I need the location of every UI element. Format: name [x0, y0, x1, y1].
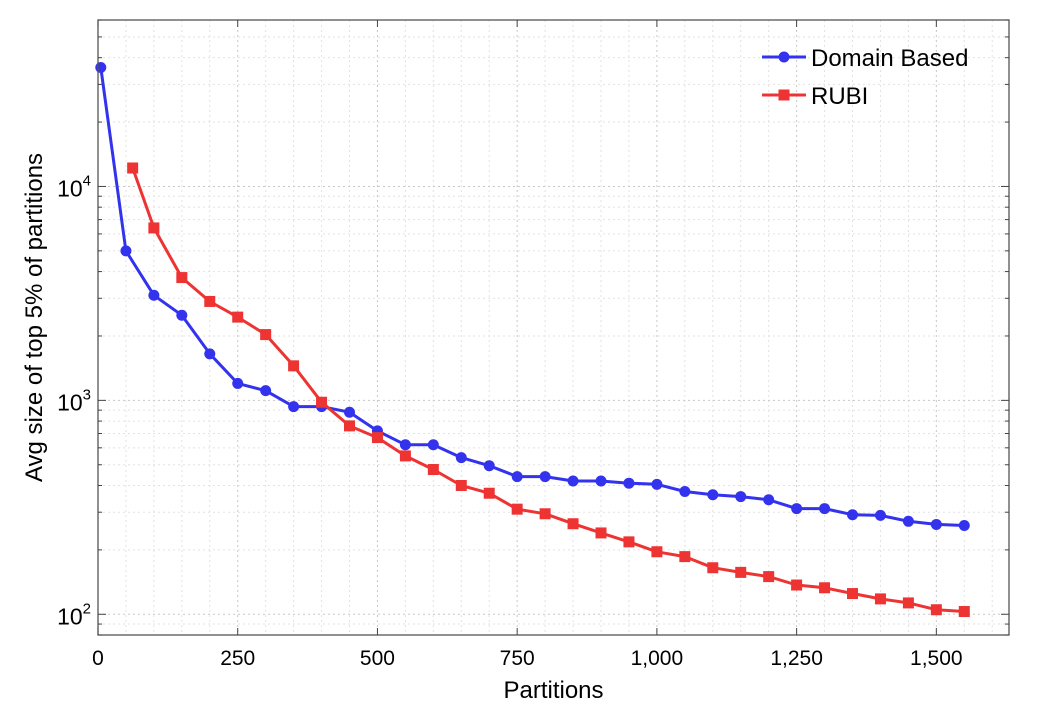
data-point [511, 471, 523, 483]
data-point [316, 396, 328, 408]
data-point [455, 479, 467, 491]
y-tick-label-exponent: 4 [83, 172, 91, 189]
y-tick-label: 103 [57, 386, 91, 415]
data-point [707, 489, 719, 501]
y-tick-label-exponent: 3 [83, 386, 91, 403]
x-tick-label: 1,000 [631, 647, 684, 670]
y-tick-label-base: 10 [57, 175, 83, 201]
data-point [651, 546, 663, 558]
data-point [595, 475, 607, 487]
legend-swatch-marker [778, 89, 790, 101]
data-point [930, 604, 942, 616]
data-point [651, 478, 663, 490]
data-point [95, 61, 107, 73]
data-point [127, 162, 139, 174]
y-tick-label: 104 [57, 172, 91, 201]
data-point [735, 566, 747, 578]
data-point [260, 385, 272, 397]
x-tick-label: 250 [220, 647, 255, 670]
x-tick-label: 750 [500, 647, 535, 670]
data-point [344, 406, 356, 418]
x-axis-label: Partitions [503, 677, 603, 704]
x-tick-label: 500 [360, 647, 395, 670]
data-point [427, 464, 439, 476]
data-point [288, 360, 300, 372]
series-rubi [127, 162, 970, 618]
data-point [679, 485, 691, 497]
data-point [847, 509, 859, 521]
data-point [232, 377, 244, 389]
y-tick-label: 102 [57, 600, 91, 629]
data-point [176, 272, 188, 284]
data-point [455, 452, 467, 464]
data-point [120, 245, 132, 257]
data-point [539, 471, 551, 483]
legend-swatch-marker [778, 51, 790, 63]
data-point [874, 593, 886, 605]
data-point [791, 503, 803, 515]
y-tick-label-base: 10 [57, 389, 83, 415]
data-point [847, 588, 859, 600]
data-point [176, 309, 188, 321]
y-axis-label: Avg size of top 5% of partitions [21, 153, 48, 482]
data-point [148, 222, 160, 234]
data-point [483, 487, 495, 499]
data-point [148, 289, 160, 301]
data-point [735, 491, 747, 503]
legend-label: RUBI [811, 83, 868, 110]
data-point [819, 582, 831, 594]
data-point [958, 520, 970, 532]
data-point [204, 295, 216, 307]
data-point [707, 562, 719, 574]
x-tick-label: 1,500 [910, 647, 963, 670]
data-point [595, 527, 607, 539]
data-point [930, 518, 942, 530]
data-point [260, 329, 272, 341]
data-point [567, 475, 579, 487]
data-point [427, 439, 439, 451]
y-tick-label-exponent: 2 [83, 600, 91, 617]
data-point [902, 597, 914, 609]
data-point [791, 579, 803, 591]
data-point [623, 477, 635, 489]
x-tick-label: 0 [92, 647, 104, 670]
data-point [679, 551, 691, 563]
data-point [763, 494, 775, 506]
data-point [399, 439, 411, 451]
data-point [819, 503, 831, 515]
series-group [95, 61, 970, 618]
data-point [344, 420, 356, 432]
y-tick-label-base: 10 [57, 603, 83, 629]
data-point [763, 571, 775, 583]
data-point [958, 606, 970, 618]
x-tick-label: 1,250 [770, 647, 823, 670]
data-point [232, 311, 244, 323]
data-point [874, 509, 886, 521]
legend-item: Domain Based [762, 45, 968, 72]
data-point [511, 503, 523, 515]
data-point [204, 348, 216, 360]
data-point [567, 518, 579, 530]
data-point [483, 460, 495, 472]
data-point [288, 401, 300, 413]
grid-lines [98, 19, 1009, 636]
data-point [371, 432, 383, 444]
plot-frame [97, 19, 1010, 636]
legend-label: Domain Based [811, 45, 968, 72]
legend-item: RUBI [762, 83, 868, 110]
data-point [399, 450, 411, 462]
data-point [902, 515, 914, 527]
axis-ticks [97, 19, 1009, 636]
legend: Domain Based RUBI [762, 45, 968, 110]
data-point [539, 508, 551, 520]
data-point [623, 536, 635, 548]
series-domain-based [95, 61, 970, 532]
